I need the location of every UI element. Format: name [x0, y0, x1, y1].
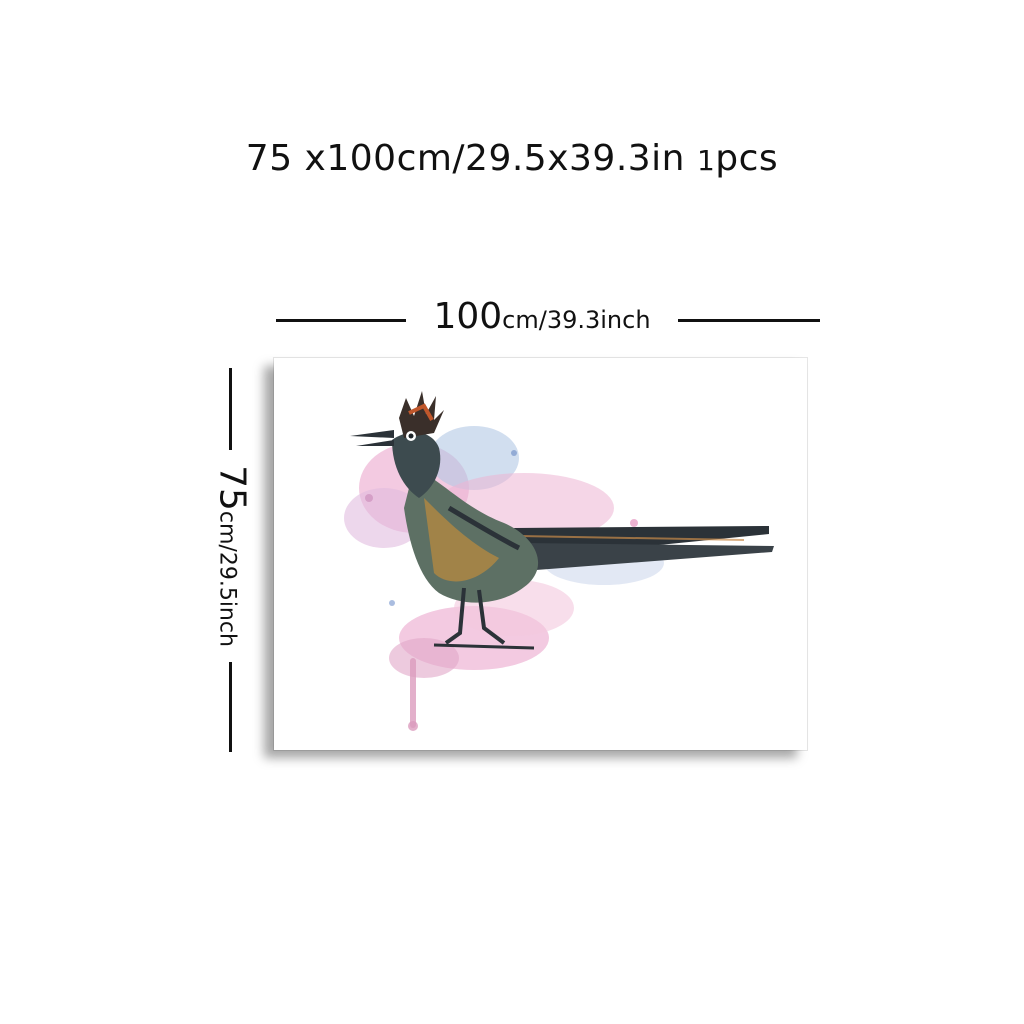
height-unit: cm/29.5inch — [214, 510, 240, 647]
product-size-headline: 75 x100cm/29.5x39.3in 1pcs — [0, 138, 1024, 179]
width-dimension-line-right — [678, 319, 820, 322]
quantity-unit: pcs — [715, 138, 779, 179]
height-dimension-line-bottom — [229, 662, 232, 752]
width-dimension-label: 100cm/39.3inch — [406, 296, 678, 337]
height-value: 75 — [211, 465, 253, 511]
width-unit: cm/39.3inch — [502, 306, 651, 334]
width-dimension-line-left — [276, 319, 406, 322]
height-dimension-line-top — [229, 368, 232, 450]
canvas-print — [274, 358, 807, 750]
height-dimension-label: 75cm/29.5inch — [212, 465, 253, 647]
roadrunner-bird-icon — [344, 391, 774, 731]
width-value: 100 — [433, 296, 503, 337]
quantity-number: 1 — [696, 144, 716, 177]
size-text: 75 x100cm/29.5x39.3in — [245, 138, 685, 179]
